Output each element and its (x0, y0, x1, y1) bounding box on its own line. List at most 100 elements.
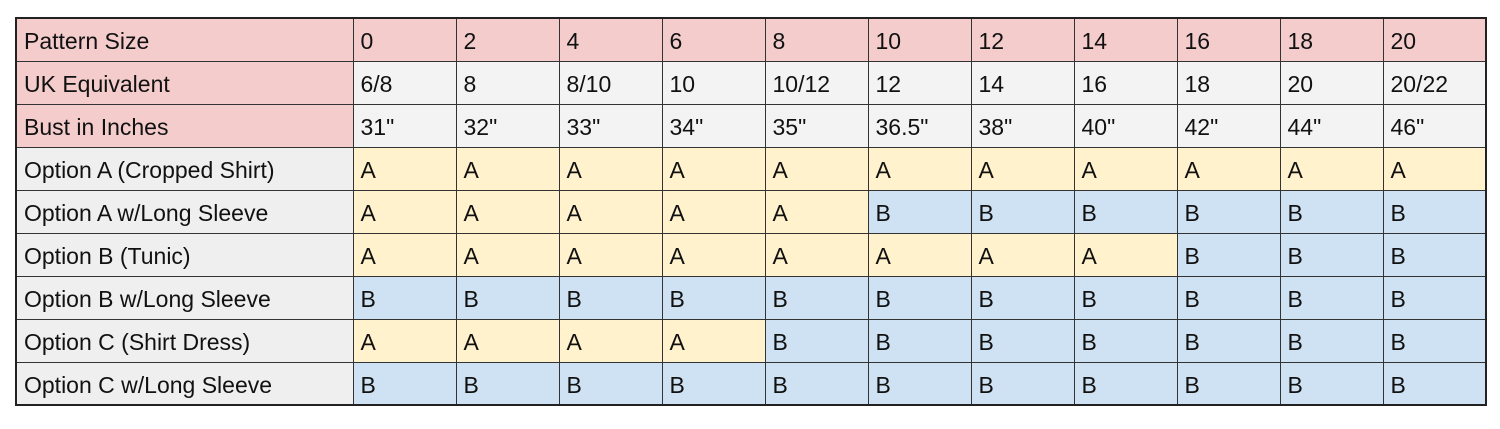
cell: B (1176, 361, 1281, 406)
cell: A (1279, 146, 1384, 191)
cell: A (867, 232, 972, 277)
cell: B (867, 361, 972, 406)
cell: 12 (970, 17, 1075, 62)
cell: A (1073, 232, 1178, 277)
size-table: Pattern Size 0 2 4 6 8 10 12 14 16 18 20 UK Equivale… (15, 17, 1487, 406)
cell: B (455, 275, 560, 320)
cell: 10 (867, 17, 972, 62)
table-row: Option A (Cropped Shirt) A A A A A A A A A A A (15, 146, 1487, 191)
cell: A (661, 318, 766, 363)
cell: B (455, 361, 560, 406)
table-row: UK Equivalent 6/8 8 8/10 10 10/12 12 14 16 18 20 20… (15, 60, 1487, 105)
cell: 31" (352, 103, 457, 148)
cell: 14 (1073, 17, 1178, 62)
cell: 16 (1073, 60, 1178, 105)
cell: A (764, 146, 869, 191)
cell: B (1382, 232, 1487, 277)
cell: 34" (661, 103, 766, 148)
table-row: Option B w/Long Sleeve B B B B B B B B B B B (15, 275, 1487, 320)
cell: A (455, 318, 560, 363)
cell: 44" (1279, 103, 1384, 148)
cell: B (1279, 318, 1384, 363)
table-row: Option C (Shirt Dress) A A A A B B B B B B B (15, 318, 1487, 363)
header-row: Pattern Size 0 2 4 6 8 10 12 14 16 18 20 (15, 17, 1487, 62)
cell: A (764, 189, 869, 234)
cell: 42" (1176, 103, 1281, 148)
cell: A (970, 146, 1075, 191)
cell: A (1382, 146, 1487, 191)
cell: B (1382, 361, 1487, 406)
cell: B (558, 275, 663, 320)
row-label: UK Equivalent (15, 60, 354, 105)
cell: B (1073, 318, 1178, 363)
cell: 12 (867, 60, 972, 105)
table-row: Option A w/Long Sleeve A A A A A B B B B B B (15, 189, 1487, 234)
cell: A (558, 318, 663, 363)
cell: B (764, 361, 869, 406)
cell: B (867, 318, 972, 363)
cell: B (1176, 189, 1281, 234)
row-label: Pattern Size (15, 17, 354, 62)
cell: 8 (455, 60, 560, 105)
cell: A (764, 232, 869, 277)
cell: B (558, 361, 663, 406)
cell: 0 (352, 17, 457, 62)
cell: 46" (1382, 103, 1487, 148)
cell: B (661, 361, 766, 406)
cell: 10/12 (764, 60, 869, 105)
cell: 8 (764, 17, 869, 62)
cell: A (352, 146, 457, 191)
row-label: Option C (Shirt Dress) (15, 318, 354, 363)
cell: A (352, 189, 457, 234)
table-body: Pattern Size 0 2 4 6 8 10 12 14 16 18 20 UK Equivale… (15, 17, 1487, 406)
cell: B (764, 275, 869, 320)
cell: 2 (455, 17, 560, 62)
cell: A (455, 189, 560, 234)
cell: A (558, 232, 663, 277)
cell: B (867, 189, 972, 234)
cell: 20 (1279, 60, 1384, 105)
cell: 18 (1176, 60, 1281, 105)
cell: 6 (661, 17, 766, 62)
cell: B (661, 275, 766, 320)
cell: 8/10 (558, 60, 663, 105)
cell: 14 (970, 60, 1075, 105)
cell: 18 (1279, 17, 1384, 62)
cell: A (558, 146, 663, 191)
cell: B (352, 275, 457, 320)
cell: B (1176, 318, 1281, 363)
cell: B (764, 318, 869, 363)
cell: A (558, 189, 663, 234)
row-label: Option A w/Long Sleeve (15, 189, 354, 234)
table-row: Bust in Inches 31" 32" 33" 34" 35" 36.5" 38" 40"… (15, 103, 1487, 148)
cell: B (1279, 189, 1384, 234)
row-label: Option B (Tunic) (15, 232, 354, 277)
cell: B (1073, 189, 1178, 234)
cell: 40" (1073, 103, 1178, 148)
cell: B (970, 275, 1075, 320)
cell: A (970, 232, 1075, 277)
table-row: Option B (Tunic) A A A A A A A A B B B (15, 232, 1487, 277)
cell: B (1073, 361, 1178, 406)
cell: B (1176, 275, 1281, 320)
cell: B (1279, 361, 1384, 406)
cell: B (1073, 275, 1178, 320)
cell: 10 (661, 60, 766, 105)
cell: 32" (455, 103, 560, 148)
cell: A (455, 146, 560, 191)
cell: A (1176, 146, 1281, 191)
cell: 36.5" (867, 103, 972, 148)
cell: 38" (970, 103, 1075, 148)
cell: B (867, 275, 972, 320)
cell: B (1382, 318, 1487, 363)
cell: B (1176, 232, 1281, 277)
cell: A (455, 232, 560, 277)
row-label: Option A (Cropped Shirt) (15, 146, 354, 191)
cell: 16 (1176, 17, 1281, 62)
cell: B (970, 361, 1075, 406)
cell: B (970, 318, 1075, 363)
cell: 35" (764, 103, 869, 148)
row-label: Bust in Inches (15, 103, 354, 148)
cell: 4 (558, 17, 663, 62)
